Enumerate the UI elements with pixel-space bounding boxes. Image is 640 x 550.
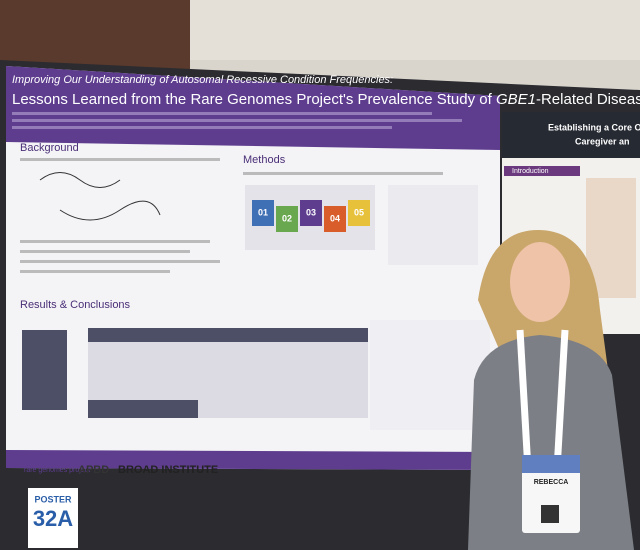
title-part: -Related Disease — [536, 91, 640, 108]
step-number: 04 — [330, 213, 340, 223]
text-line — [243, 172, 443, 175]
author-line — [12, 126, 392, 129]
qr-code — [541, 505, 559, 523]
sign — [28, 488, 78, 548]
badge-name: REBECCA — [534, 479, 569, 486]
puzzle-piece — [348, 200, 370, 226]
flowchart — [388, 185, 478, 265]
side-title: Establishing a Core Outco — [548, 122, 640, 132]
puzzle-piece — [252, 200, 274, 226]
text-line — [20, 240, 210, 243]
text-line — [20, 270, 170, 273]
poster-title-1: Improving Our Understanding of Autosomal… — [12, 74, 393, 86]
footer — [6, 450, 500, 470]
puzzle-piece — [324, 206, 346, 232]
badge — [522, 455, 580, 533]
text-line — [20, 158, 220, 161]
lanyard — [516, 329, 569, 471]
text-line — [20, 260, 220, 263]
text-line — [20, 250, 190, 253]
logo: APBD — [78, 464, 109, 476]
sign-number: 32A — [33, 506, 73, 531]
logo: BROAD INSTITUTE — [118, 464, 218, 476]
author-line — [12, 119, 462, 122]
side-section-bar — [504, 166, 580, 176]
light-wall — [190, 0, 640, 60]
table-block — [22, 330, 67, 410]
title-part: GBE1 — [496, 91, 536, 108]
diagram — [39, 172, 161, 221]
puzzle-piece — [300, 200, 322, 226]
sign-label: POSTER — [34, 494, 72, 504]
step-number: 03 — [306, 207, 316, 217]
step-number: 02 — [282, 213, 292, 223]
step-number: 01 — [258, 207, 268, 217]
conclusion-box — [370, 320, 490, 430]
section-heading: Background — [20, 142, 79, 154]
side-section: Introduction — [512, 168, 549, 175]
puzzle-piece — [276, 206, 298, 232]
title-part: Lessons Learned from the Rare Genomes Pr… — [12, 91, 496, 108]
logo: rare genomes project — [24, 467, 90, 474]
shirt — [468, 335, 634, 550]
author-line — [12, 112, 432, 115]
main-poster: Improving Our Understanding of Autosomal… — [6, 66, 640, 476]
side-header — [502, 112, 640, 158]
table-block — [88, 400, 198, 418]
side-title: Caregiver an — [575, 136, 630, 146]
poster-title-2: Lessons Learned from the Rare Genomes Pr… — [12, 91, 640, 108]
table-header — [88, 328, 368, 342]
step-number: 05 — [354, 207, 364, 217]
person: REBECCA — [468, 230, 634, 550]
badge-banner — [522, 455, 580, 473]
section-heading: Results & Conclusions — [20, 299, 131, 311]
section-heading: Methods — [243, 154, 286, 166]
face — [510, 242, 570, 322]
